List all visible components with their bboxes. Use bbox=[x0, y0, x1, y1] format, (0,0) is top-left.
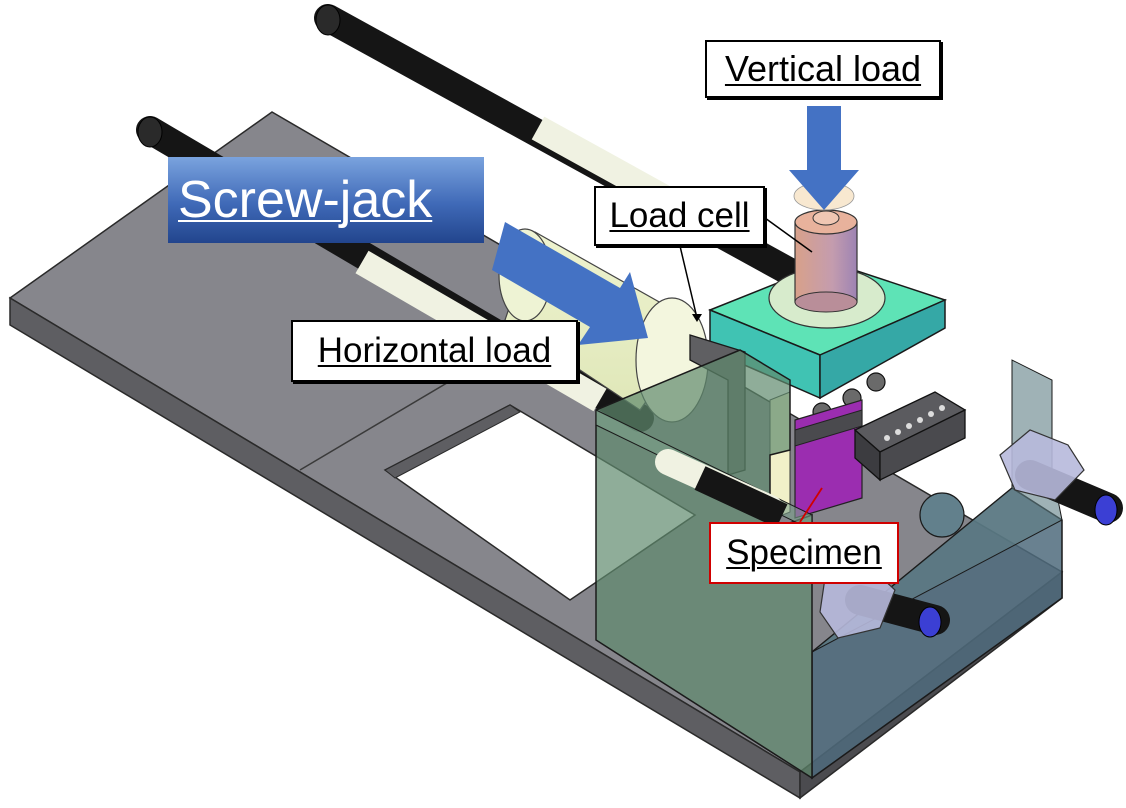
vertical-load-arrow bbox=[789, 106, 859, 210]
horizontal-load-label: Horizontal load bbox=[291, 320, 578, 382]
right-threaded-rod bbox=[999, 429, 1123, 526]
vertical-load-label: Vertical load bbox=[705, 40, 941, 98]
load-cell-assembly bbox=[768, 181, 886, 329]
load-cell-label: Load cell bbox=[594, 186, 765, 246]
leader-lines bbox=[679, 217, 823, 523]
clamp-block bbox=[853, 391, 967, 482]
horizontal-load-arrow bbox=[492, 222, 648, 345]
specimen-label: Specimen bbox=[709, 522, 899, 584]
screw-jack-label: Screw-jack bbox=[168, 157, 484, 243]
